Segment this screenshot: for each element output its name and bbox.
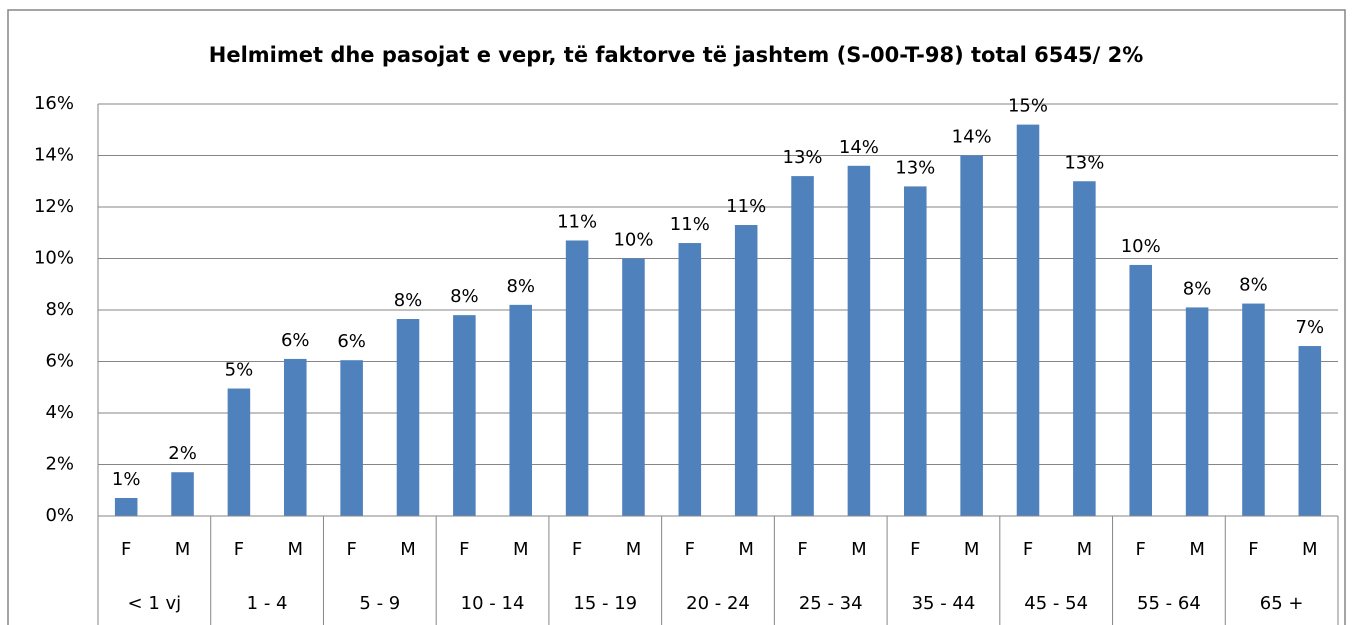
y-tick-label: 0% <box>45 505 74 526</box>
x-tick-label: M <box>851 539 867 560</box>
x-tick-label: F <box>797 539 807 560</box>
bar <box>1298 346 1322 516</box>
bar <box>1129 264 1152 516</box>
bar <box>1185 307 1209 516</box>
y-tick-label: 6% <box>45 351 74 372</box>
group-label: 1 - 4 <box>247 593 288 614</box>
bar <box>509 304 532 516</box>
y-tick-label: 14% <box>34 145 74 166</box>
value-label: 8% <box>1239 275 1268 296</box>
value-label: 5% <box>225 360 254 381</box>
bar <box>791 176 814 516</box>
bar <box>396 319 420 516</box>
x-tick-label: F <box>1248 539 1258 560</box>
value-label: 10% <box>1121 236 1161 257</box>
bar <box>904 186 927 516</box>
x-tick-label: F <box>910 539 920 560</box>
group-label: 5 - 9 <box>359 593 400 614</box>
y-tick-label: 12% <box>34 196 74 217</box>
bar <box>847 165 871 517</box>
value-label: 8% <box>394 290 423 311</box>
bar <box>114 497 138 516</box>
bar <box>453 315 476 516</box>
x-tick-label: M <box>513 539 529 560</box>
y-tick-label: 2% <box>45 454 74 475</box>
bar <box>565 240 589 516</box>
chart-title: Helmimet dhe pasojat e vepr, të faktorve… <box>209 43 1144 67</box>
value-label: 14% <box>952 127 992 148</box>
x-tick-label: F <box>459 539 469 560</box>
bar <box>340 360 363 516</box>
x-tick-label: F <box>1023 539 1033 560</box>
x-tick-label: M <box>964 539 980 560</box>
value-label: 1% <box>112 469 141 490</box>
value-label: 13% <box>1064 152 1104 173</box>
y-tick-label: 16% <box>34 93 74 114</box>
bar <box>171 472 194 516</box>
value-label: 2% <box>168 443 197 464</box>
group-label: 45 - 54 <box>1024 593 1088 614</box>
value-label: 15% <box>1008 96 1048 117</box>
x-tick-label: M <box>288 539 304 560</box>
x-tick-label: M <box>626 539 642 560</box>
x-tick-label: M <box>1189 539 1205 560</box>
group-label: 25 - 34 <box>799 593 863 614</box>
bar <box>227 388 251 516</box>
value-label: 11% <box>557 211 597 232</box>
bar <box>1242 303 1265 516</box>
y-tick-label: 8% <box>45 299 74 320</box>
value-label: 7% <box>1296 317 1325 338</box>
x-tick-label: M <box>1302 539 1318 560</box>
chart-border <box>7 9 1346 625</box>
y-tick-label: 4% <box>45 402 74 423</box>
x-tick-label: F <box>572 539 582 560</box>
group-label: < 1 vj <box>128 593 182 614</box>
bar <box>1016 124 1040 516</box>
x-tick-label: F <box>1136 539 1146 560</box>
y-tick-label: 10% <box>34 248 74 269</box>
bar <box>734 225 758 516</box>
x-tick-label: F <box>346 539 356 560</box>
x-tick-label: M <box>400 539 416 560</box>
bar <box>622 258 645 516</box>
bar <box>1073 181 1096 516</box>
x-tick-label: M <box>1077 539 1093 560</box>
value-label: 8% <box>450 286 479 307</box>
group-label: 20 - 24 <box>686 593 750 614</box>
x-tick-label: F <box>121 539 131 560</box>
value-label: 14% <box>839 137 879 158</box>
x-tick-label: F <box>234 539 244 560</box>
x-tick-label: M <box>175 539 191 560</box>
x-tick-label: F <box>685 539 695 560</box>
value-label: 11% <box>726 196 766 217</box>
group-label: 55 - 64 <box>1137 593 1201 614</box>
bar <box>284 358 307 516</box>
value-label: 8% <box>506 276 535 297</box>
value-label: 8% <box>1183 278 1212 299</box>
value-label: 6% <box>337 331 366 352</box>
group-label: 35 - 44 <box>912 593 976 614</box>
value-label: 10% <box>613 230 653 251</box>
group-label: 10 - 14 <box>461 593 525 614</box>
group-label: 15 - 19 <box>573 593 637 614</box>
value-label: 13% <box>783 147 823 168</box>
x-tick-label: M <box>738 539 754 560</box>
group-label: 65 + <box>1260 593 1304 614</box>
value-label: 13% <box>895 157 935 178</box>
value-label: 11% <box>670 214 710 235</box>
bar <box>960 155 983 516</box>
value-label: 6% <box>281 330 310 351</box>
bar <box>678 243 702 517</box>
